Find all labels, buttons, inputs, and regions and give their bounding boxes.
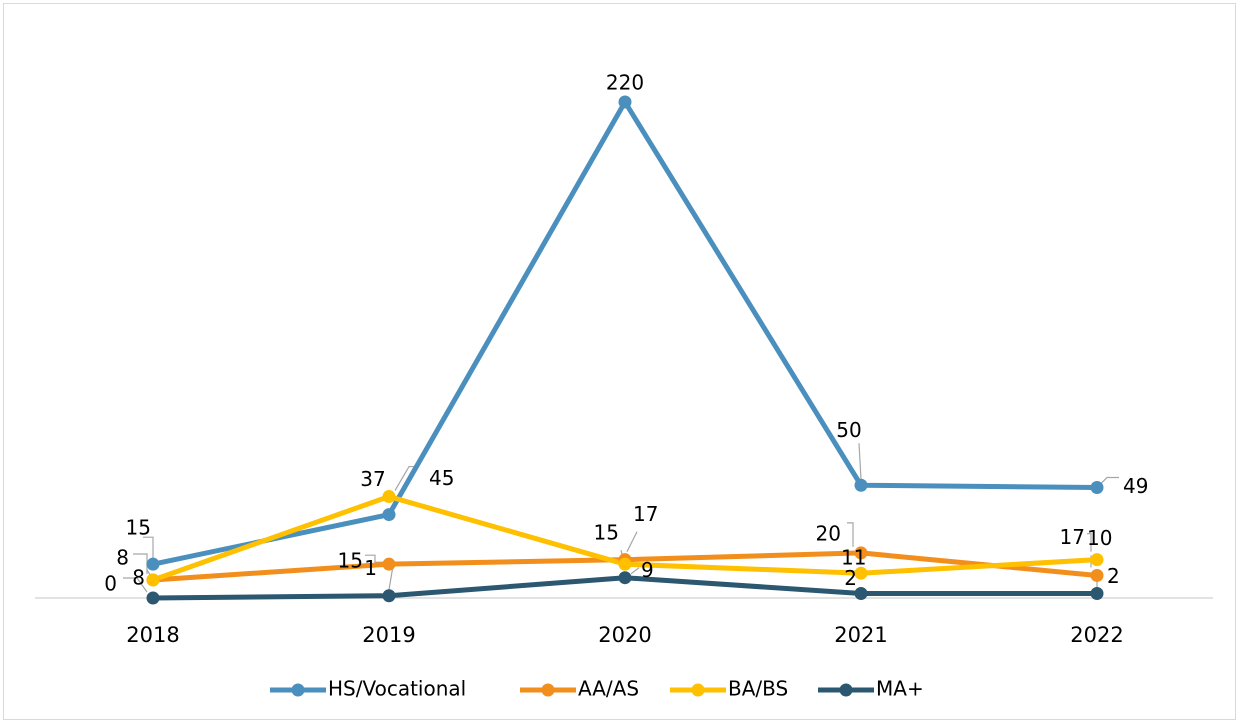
data-label: 15 (594, 521, 619, 545)
legend-label: MA+ (876, 677, 924, 701)
data-label: 1 (364, 556, 377, 580)
data-point-s1-p3 (854, 546, 868, 560)
data-point-s2-p2 (618, 557, 632, 571)
legend-marker (691, 683, 705, 697)
data-label: 15 (338, 549, 363, 573)
series-line-0 (150, 99, 1100, 567)
data-point-s3-p1 (382, 589, 396, 603)
data-point-s0-p0 (146, 557, 160, 571)
data-label: 8 (116, 545, 129, 569)
data-label: 49 (1123, 474, 1148, 498)
legend-label: HS/Vocational (328, 677, 466, 701)
data-label: 17 (1060, 525, 1085, 549)
data-point-s3-p3 (854, 586, 868, 600)
x-tick-label: 2019 (362, 623, 415, 647)
data-point-s3-p4 (1090, 586, 1104, 600)
x-axis-ticks: 2018 2019 2020 2021 2022 (126, 623, 1123, 647)
data-label: 2 (1107, 564, 1120, 588)
x-tick-label: 2018 (126, 623, 179, 647)
data-label: 8 (132, 565, 145, 589)
x-tick-label: 2021 (834, 623, 887, 647)
data-point-s3-p0 (146, 591, 160, 605)
series-lines (150, 99, 1100, 601)
legend-item-1: AA/AS (520, 677, 639, 701)
leader-line (365, 554, 383, 563)
data-point-s0-p4 (1090, 481, 1104, 495)
x-tick-label: 2022 (1070, 623, 1123, 647)
legend-marker (541, 683, 555, 697)
data-point-s2-p3 (854, 566, 868, 580)
data-labels: 15 37 220 50 49 8 15 17 20 10 8 45 15 11 17 0 1 9 2 2 (104, 71, 1148, 596)
data-label: 0 (104, 572, 117, 596)
x-tick-label: 2020 (598, 623, 651, 647)
leader-line (133, 553, 148, 574)
legend-item-0: HS/Vocational (270, 677, 466, 701)
legend-label: BA/BS (728, 677, 788, 701)
legend: HS/Vocational AA/AS BA/BS MA+ (270, 677, 924, 701)
data-label: 17 (633, 502, 658, 526)
data-point-s0-p3 (854, 478, 868, 492)
chart-frame (3, 3, 1236, 720)
leader-line (626, 531, 638, 552)
data-point-s0-p1 (382, 508, 396, 522)
data-label: 9 (641, 558, 654, 582)
legend-marker (291, 683, 305, 697)
data-label: 2 (844, 566, 857, 590)
data-label: 10 (1087, 526, 1112, 550)
data-label: 37 (360, 467, 385, 491)
data-label: 50 (836, 418, 861, 442)
leader-line (1087, 533, 1092, 552)
data-point-s3-p2 (618, 571, 632, 585)
legend-item-3: MA+ (818, 677, 924, 701)
data-label: 220 (606, 71, 644, 95)
data-point-s2-p0 (146, 573, 160, 587)
leader-line (123, 577, 148, 593)
legend-marker (839, 683, 853, 697)
legend-label: AA/AS (578, 677, 639, 701)
leader-line (858, 443, 862, 480)
leader-line (143, 536, 154, 559)
data-point-s1-p4 (1090, 568, 1104, 582)
leader-line (630, 567, 640, 575)
data-label: 20 (816, 521, 841, 545)
data-point-s0-p2 (618, 95, 632, 109)
data-label: 11 (841, 546, 866, 570)
data-label: 15 (126, 516, 151, 540)
leader-line (1100, 476, 1119, 484)
legend-item-2: BA/BS (670, 677, 788, 701)
data-label: 45 (429, 466, 454, 490)
data-point-s2-p4 (1090, 553, 1104, 567)
series-points (146, 95, 1104, 605)
data-point-s2-p1 (382, 490, 396, 504)
leader-line (847, 522, 854, 547)
data-point-s1-p1 (382, 557, 396, 571)
